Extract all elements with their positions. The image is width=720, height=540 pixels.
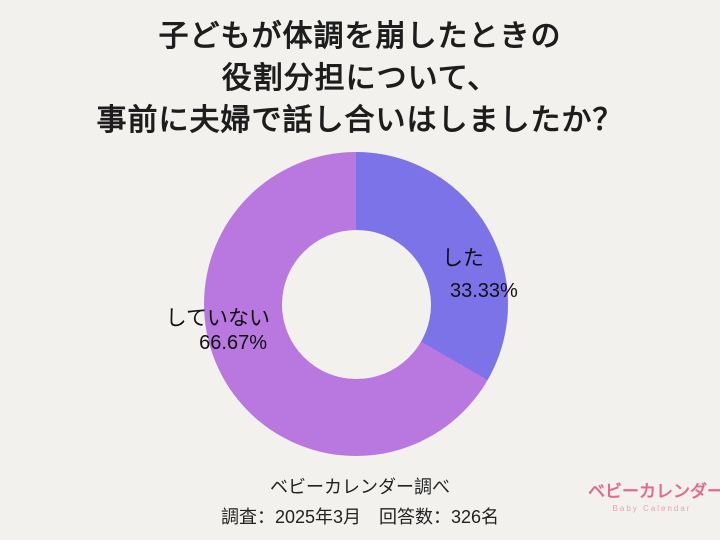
baby-calendar-logo: ベビーカレンダー Baby Calendar <box>588 481 720 515</box>
slice-label-shiteinai: していない <box>165 307 270 330</box>
logo-name: ベビーカレンダー <box>588 482 720 501</box>
page-title-line1: 子どもが体調を崩したときの <box>158 20 562 53</box>
footer: ベビーカレンダー調べ 調査：2025年3月 回答数：326名 <box>0 472 720 532</box>
slice-pct-shita: 33.33% <box>450 280 518 302</box>
slice-pct-shiteinai: 66.67% <box>199 332 267 354</box>
page-title-line3: 事前に夫婦で話し合いはしましたか？ <box>96 104 624 137</box>
footer-source: ベビーカレンダー調べ <box>270 477 450 497</box>
page-title-line2: 役割分担について、 <box>221 62 499 95</box>
footer-survey: 調査：2025年3月 回答数：326名 <box>220 507 500 527</box>
donut-hole <box>282 230 431 379</box>
slice-label-shita: した <box>442 247 484 270</box>
logo-subtitle: Baby Calendar <box>612 504 692 513</box>
page-title: 子どもが体調を崩したときの 役割分担について、 事前に夫婦で話し合いはしましたか… <box>0 16 720 142</box>
donut-chart <box>204 152 508 456</box>
